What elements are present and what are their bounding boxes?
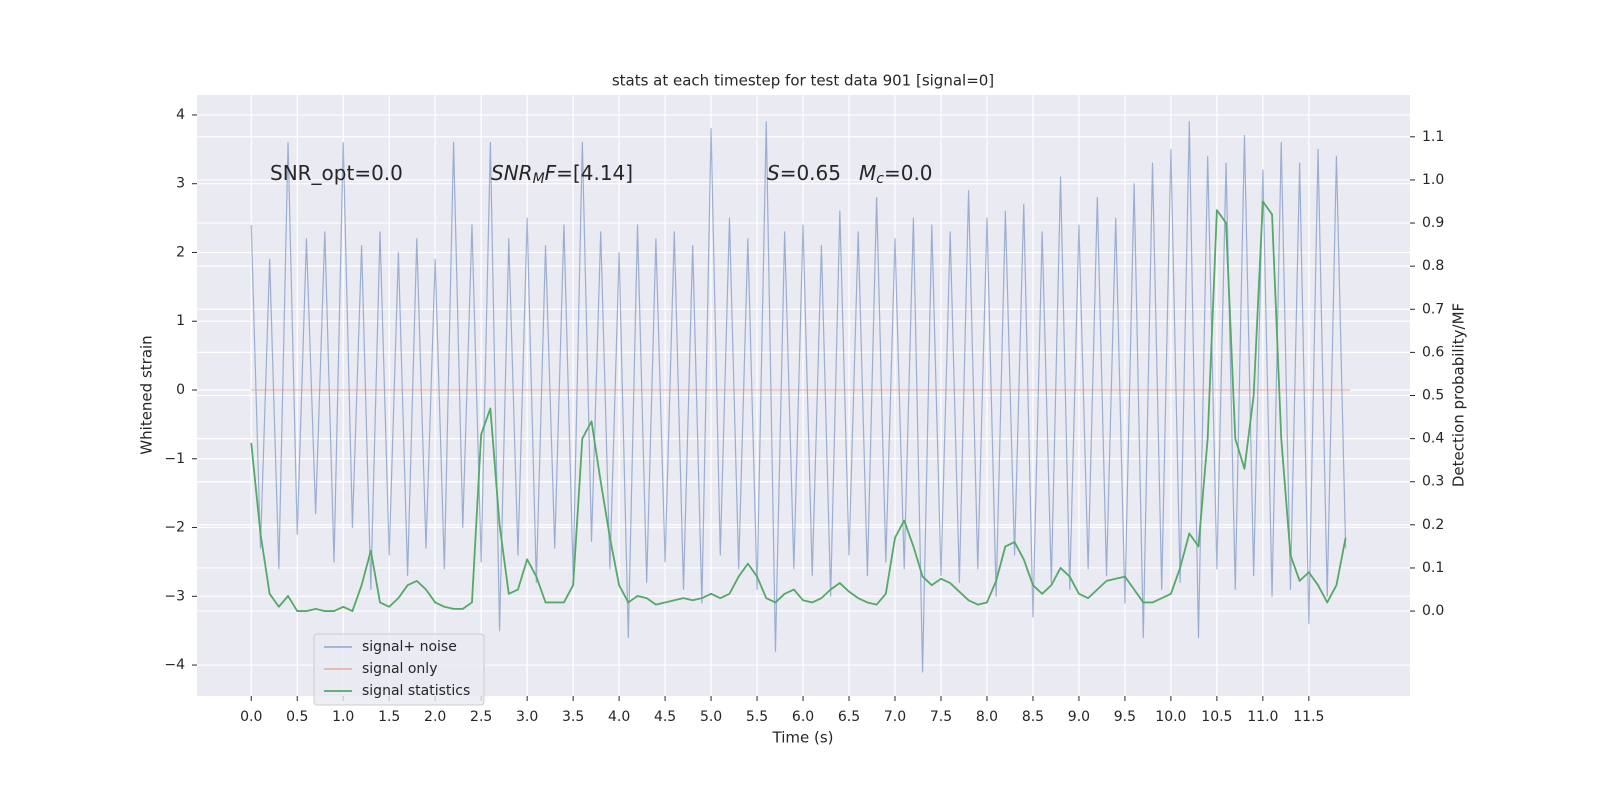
annotation: SNR_opt=0.0 [270,161,403,185]
x-tick-label: 5.5 [746,709,768,725]
y-axis-label: Whitened strain [138,335,156,454]
x-axis-label: Time (s) [772,729,834,747]
legend-label: signal+ noise [362,639,457,655]
labels: 0.0 0.5 1.0 1.5 2.0 2.5 3.0 3.5 4.0 4.5 5.0 5.5 6.0 6… [164,107,1444,725]
x-tick-label: 6.0 [792,709,814,725]
x-tick-label: 0.5 [286,709,308,725]
marks [250,121,1351,673]
y-tick-label: 1 [176,313,185,329]
annotation-part: =0.0 [884,161,933,185]
y-tick-label: 2 [176,244,185,260]
y2-tick-label: 1.1 [1422,129,1444,145]
x-tick-label: 1.5 [378,709,400,725]
chart-title: stats at each timestep for test data 901… [612,72,994,90]
x-tick-label: 11.5 [1293,709,1324,725]
x-tick-label: 0.0 [240,709,262,725]
x-tick-label: 9.5 [1114,709,1136,725]
annotation: S=0.65 [767,161,841,185]
y2-tick-label: 0.5 [1422,388,1444,404]
annotation-part: SNR [491,161,533,185]
y2-tick-label: 0.0 [1422,603,1444,619]
y-tick-label: −1 [164,451,185,467]
y-tick-label: −2 [164,520,185,536]
x-tick-label: 10.0 [1155,709,1186,725]
y2-tick-label: 0.4 [1422,431,1444,447]
x-tick-label: 4.0 [608,709,630,725]
annotation-part: F [545,161,557,185]
y-tick-label: 3 [176,176,185,192]
x-tick-label: 8.0 [976,709,998,725]
y2-tick-label: 0.9 [1422,215,1444,231]
y-tick-label: 0 [176,382,185,398]
x-tick-label: 3.0 [516,709,538,725]
annotation: SNRMF=[4.14] [491,161,633,188]
annotation-part: =[4.14] [556,161,633,185]
x-tick-label: 5.0 [700,709,722,725]
y2-tick-label: 1.0 [1422,172,1444,188]
series-line [250,121,1347,673]
annotation-part: M [533,171,545,187]
x-tick-label: 3.5 [562,709,584,725]
y-tick-label: 4 [176,107,185,123]
annotation-part: M [859,161,876,185]
legend-box [313,633,485,706]
x-tick-label: 7.0 [884,709,906,725]
x-tick-label: 9.0 [1068,709,1090,725]
annotation: Mc=0.0 [859,161,933,188]
annotation-part: SNR_opt=0.0 [270,161,403,185]
x-tick-label: 1.0 [332,709,354,725]
y2-tick-label: 0.7 [1422,301,1444,317]
y-tick-label: −3 [164,588,185,604]
x-tick-label: 10.5 [1201,709,1232,725]
annotation-part: =0.65 [780,161,841,185]
x-tick-label: 6.5 [838,709,860,725]
y2-axis-label: Detection probability/MF [1450,303,1468,487]
y2-tick-label: 0.6 [1422,344,1444,360]
annotation-part: c [876,171,884,187]
annotation-part: S [767,161,780,185]
x-tick-label: 7.5 [930,709,952,725]
y2-tick-label: 0.2 [1422,517,1444,533]
legend-label: signal statistics [362,683,470,699]
x-tick-label: 11.0 [1247,709,1278,725]
x-tick-label: 8.5 [1022,709,1044,725]
x-tick-label: 2.0 [424,709,446,725]
y-tick-label: −4 [164,657,185,673]
series-line [250,200,1347,612]
y2-tick-label: 0.3 [1422,474,1444,490]
x-tick-label: 4.5 [654,709,676,725]
y2-tick-label: 0.8 [1422,258,1444,274]
legend-label: signal only [362,661,437,677]
y2-tick-label: 0.1 [1422,560,1444,576]
x-tick-label: 2.5 [470,709,492,725]
